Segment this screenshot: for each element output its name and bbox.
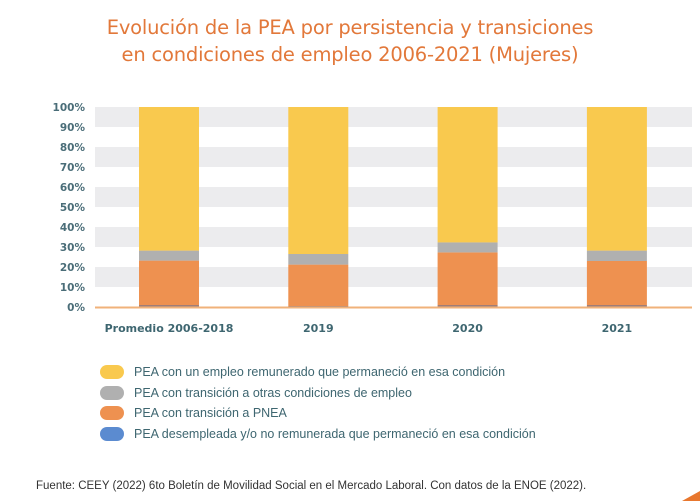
bar-segment (288, 264, 349, 306)
corner-accent (682, 491, 700, 501)
bar-segment (437, 242, 498, 253)
chart-title-part-2: por persistencia y transiciones (300, 16, 594, 39)
legend-swatch (100, 385, 124, 400)
source-note: Fuente: CEEY (2022) 6to Boletín de Movil… (36, 480, 587, 492)
bar-segment (437, 107, 498, 243)
chart-title: Evolución de la PEA por persistencia y t… (0, 14, 700, 68)
bar-stack (288, 107, 349, 307)
y-tick-label: 90% (60, 122, 86, 134)
grid-band (95, 267, 692, 287)
x-tick-label: 2021 (602, 322, 633, 335)
legend-label: PEA desempleada y/o no remunerada que pe… (134, 426, 536, 441)
bar-segment (586, 250, 647, 261)
legend-swatch (100, 426, 124, 441)
y-tick-label: 70% (60, 162, 86, 174)
bar-segment (586, 107, 647, 251)
y-tick-label: 60% (60, 182, 86, 194)
x-tick-label: 2020 (452, 322, 483, 335)
bar-stack (586, 107, 647, 307)
legend-item: PEA desempleada y/o no remunerada que pe… (100, 424, 536, 445)
grid-band (95, 147, 692, 167)
y-tick-label: 50% (60, 202, 86, 214)
chart-title-part-3: en condiciones de empleo 2006-2021 (Muje… (121, 43, 579, 66)
legend-label: PEA con un empleo remunerado que permane… (134, 365, 506, 380)
bar-segment (437, 305, 498, 307)
stacked-bar-chart: 0% 10% 20% 30% 40% 50% 60% 70% 80% 90% 100% Promed… (53, 102, 692, 335)
y-tick-label: 10% (60, 282, 86, 294)
legend-swatch (100, 406, 124, 421)
legend-item: PEA con un empleo remunerado que permane… (100, 362, 536, 383)
x-axis: Promedio 2006-2018 2019 2020 2021 (105, 322, 633, 335)
y-tick-label: 80% (60, 142, 86, 154)
legend-label: PEA con transición a PNEA (134, 406, 287, 421)
legend-item: PEA con transición a otras condiciones d… (100, 383, 536, 404)
bar-segment (139, 250, 199, 261)
legend-label: PEA con transición a otras condiciones d… (134, 385, 412, 400)
bar-segment (139, 260, 199, 305)
x-tick-label: 2019 (303, 322, 334, 335)
y-axis: 0% 10% 20% 30% 40% 50% 60% 70% 80% 90% 100% (53, 102, 86, 314)
bar-stack (437, 107, 498, 307)
y-tick-label: 0% (67, 302, 85, 314)
y-tick-label: 40% (60, 222, 86, 234)
bar-segment (288, 107, 349, 254)
legend-swatch (100, 365, 124, 380)
grid-bands (95, 107, 692, 287)
y-tick-label: 30% (60, 242, 86, 254)
grid-band (95, 187, 692, 207)
bars (95, 107, 692, 309)
bar-segment (139, 107, 199, 251)
grid-band (95, 227, 692, 247)
bar-segment (139, 305, 199, 307)
bar-segment (586, 305, 647, 307)
legend: PEA con un empleo remunerado que permane… (100, 362, 536, 444)
chart-title-part-1: Evolución de la PEA (106, 16, 301, 39)
bar-segment (437, 252, 498, 305)
bar-stack (139, 107, 199, 307)
bar-segment (586, 261, 647, 305)
bar-segment (288, 254, 349, 265)
y-tick-label: 100% (53, 102, 86, 114)
x-tick-label: Promedio 2006-2018 (105, 322, 234, 335)
grid-band (95, 107, 692, 127)
y-tick-label: 20% (60, 262, 86, 274)
legend-item: PEA con transición a PNEA (100, 403, 536, 424)
